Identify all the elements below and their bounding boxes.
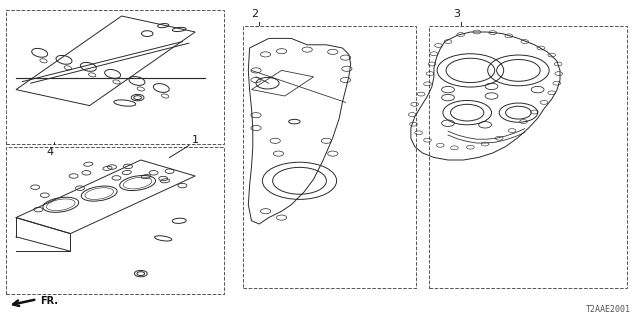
Bar xyxy=(6,10,224,144)
Text: 4: 4 xyxy=(46,147,54,156)
Bar xyxy=(243,26,416,288)
Text: 3: 3 xyxy=(453,9,460,19)
Text: T2AAE2001: T2AAE2001 xyxy=(586,305,630,314)
Text: FR.: FR. xyxy=(40,296,58,306)
Text: 1: 1 xyxy=(192,135,199,145)
Text: 2: 2 xyxy=(251,9,259,19)
Bar xyxy=(429,26,627,288)
Bar xyxy=(6,147,224,294)
